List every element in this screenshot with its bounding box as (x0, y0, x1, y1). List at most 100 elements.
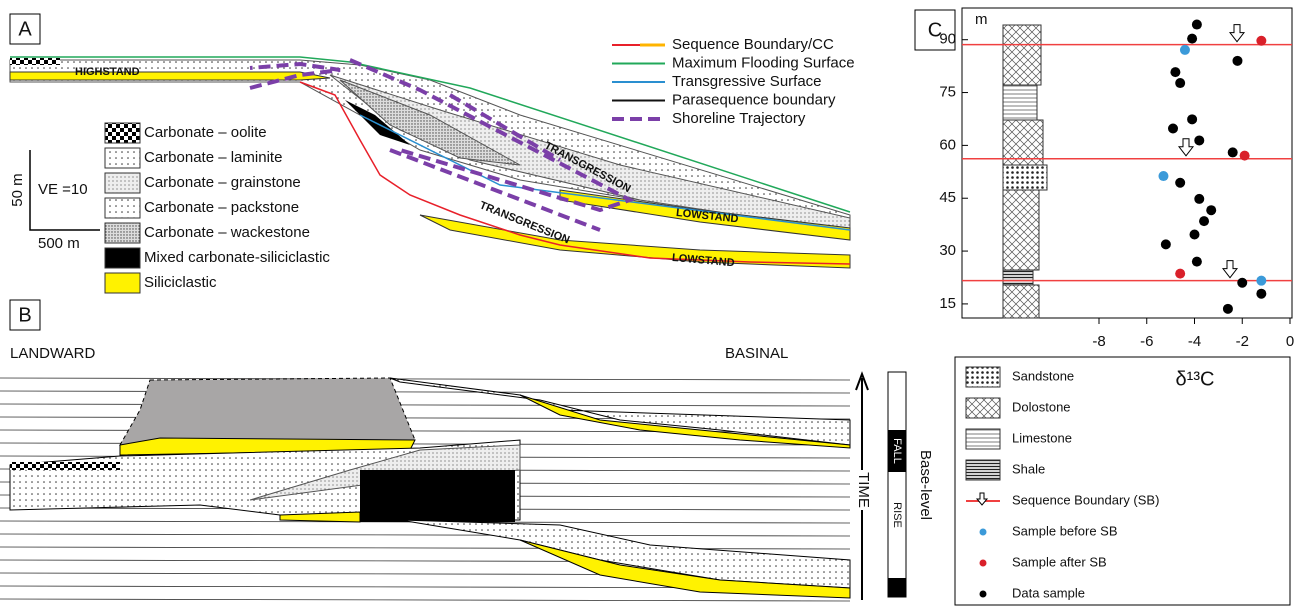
legend-label: Shale (1012, 461, 1045, 476)
oolite-body (10, 58, 60, 65)
legend-label: Carbonate – grainstone (144, 174, 301, 191)
legend-label: Carbonate – laminite (144, 149, 282, 166)
panel-a: A HIGHSTAND TRANSGRESSION TRANSGRESSION … (9, 13, 855, 294)
point (1189, 229, 1200, 240)
point (1256, 288, 1267, 299)
legend-frame (954, 356, 1291, 606)
panel-c: C m 15 30 45 60 75 90 -8 -6 -4 -2 0 Sandstone Dolost… (914, 7, 1294, 606)
point (1194, 193, 1205, 204)
point (1187, 33, 1198, 44)
legend-label: Data sample (1012, 585, 1085, 600)
base-level-label: Base-level (917, 450, 934, 520)
point (1175, 177, 1186, 188)
basinal-wedge (389, 377, 851, 446)
legend-label: Mixed carbonate-siliciclastic (144, 249, 330, 266)
point (1239, 150, 1250, 161)
legend-swatch (104, 247, 141, 269)
mixed-body (360, 470, 515, 522)
legend-label: Sequence Boundary (SB) (1012, 492, 1159, 507)
legend-swatch (104, 222, 141, 244)
legend-swatch (965, 459, 1001, 481)
sb-arrow (1228, 24, 1246, 43)
siliciclastic-wedge (279, 511, 361, 523)
y-tick-label: 15 (939, 295, 956, 312)
mixed-body (345, 100, 410, 145)
legend-swatch (104, 197, 141, 219)
legend-label: Sequence Boundary/CC (672, 36, 834, 53)
plot: 15 30 45 60 75 90 -8 -6 -4 -2 0 Sandstone Dolostone L… (939, 19, 1294, 600)
sequence-boundary (299, 81, 851, 265)
y-tick-label: 75 (939, 84, 956, 101)
point (1199, 216, 1210, 227)
point (1227, 147, 1238, 158)
point (1175, 268, 1186, 279)
legend-swatch (104, 122, 141, 144)
y-tick-label: 30 (939, 242, 956, 259)
point (1168, 123, 1179, 134)
legend-label: Shoreline Trajectory (672, 110, 806, 127)
panel-label: A (18, 18, 32, 40)
legend-label: Dolostone (1012, 399, 1071, 414)
stratum-line (0, 403, 851, 407)
scale-label: VE =10 (38, 181, 88, 198)
point (1237, 277, 1248, 288)
point (1222, 303, 1233, 314)
stratum-line (0, 546, 851, 550)
oolite-body (10, 462, 120, 470)
shoreline-trajectory (349, 58, 636, 213)
point (1160, 239, 1171, 250)
direction-label: LANDWARD (10, 345, 95, 362)
point (1187, 114, 1198, 125)
x-tick-label: 0 (1286, 333, 1294, 350)
legend-swatch (104, 172, 141, 194)
point (1256, 275, 1267, 286)
panel-label-box (9, 299, 41, 331)
point (1170, 67, 1181, 78)
legend-swatch (965, 366, 1001, 388)
annotation: LOWSTAND (671, 252, 735, 269)
legend-label: Siliciclastic (144, 274, 217, 291)
legend-label: Carbonate – wackestone (144, 224, 310, 241)
fall-segment (888, 430, 906, 472)
fall-segment (888, 578, 906, 597)
panel-label: B (18, 304, 31, 326)
x-tick-label: -6 (1140, 333, 1153, 350)
legend-label: Sandstone (1012, 368, 1074, 383)
scale-label: 500 m (38, 235, 80, 252)
scale-label: 50 m (9, 173, 26, 206)
shoreline-trajectory (389, 93, 601, 232)
x-tick-label: -2 (1236, 333, 1249, 350)
legend-label: Carbonate – packstone (144, 199, 299, 216)
sb-arrow (1221, 260, 1239, 279)
panel-label-box (9, 13, 41, 45)
panel-label: C (928, 19, 942, 41)
legend-label: Limestone (1012, 430, 1072, 445)
legend-arrow (975, 492, 989, 506)
legend-marker (979, 590, 987, 598)
stratum-line (0, 598, 851, 602)
wackestone-body (339, 79, 521, 166)
legend-swatch (965, 397, 1001, 419)
sb-arrow (1177, 138, 1195, 157)
legend-swatch (104, 147, 141, 169)
lowstand-body (419, 214, 851, 269)
erosion (119, 377, 416, 446)
point (1175, 78, 1186, 89)
legend-label: Carbonate – oolite (144, 124, 267, 141)
panel-b: B LANDWARD BASINAL TIME FALL RISE Base-l… (0, 299, 934, 602)
rise-label: RISE (891, 502, 903, 528)
stratum-line (0, 390, 851, 394)
scale-bar (29, 150, 100, 231)
legend: Carbonate – oolite Carbonate – laminite Ca… (104, 122, 330, 294)
legend-label: Transgressive Surface (672, 73, 822, 90)
point (1191, 256, 1202, 267)
shoreline-trajectory (249, 61, 341, 90)
transgressive-surface (359, 114, 851, 231)
y-tick-label: 60 (939, 136, 956, 153)
lithology-column (1002, 24, 1048, 319)
point (1194, 135, 1205, 146)
y-tick-label: 45 (939, 189, 956, 206)
label-bg (856, 470, 870, 510)
